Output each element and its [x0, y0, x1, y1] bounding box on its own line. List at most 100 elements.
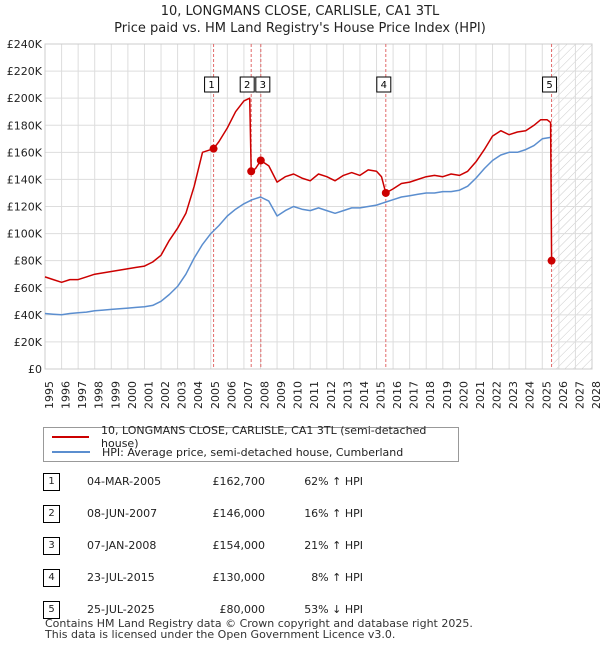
transaction-number: 5 [43, 601, 60, 619]
footer-copyright: Contains HM Land Registry data © Crown c… [45, 617, 473, 630]
x-tick-label: 2023 [507, 381, 520, 409]
x-tick-label: 2019 [441, 381, 454, 409]
transaction-date: 25-JUL-2025 [87, 603, 155, 616]
x-tick-label: 2006 [225, 381, 238, 409]
y-tick-label: £0 [28, 363, 42, 376]
transaction-hpi: 8% ↑ HPI [311, 571, 363, 584]
legend-item-hpi: HPI: Average price, semi-detached house,… [44, 445, 403, 459]
transaction-hpi: 16% ↑ HPI [304, 507, 363, 520]
x-tick-label: 1997 [76, 381, 89, 409]
transaction-price: £162,700 [212, 475, 266, 488]
x-tick-label: 2008 [258, 381, 271, 409]
x-tick-label: 2012 [325, 381, 338, 409]
y-tick-label: £120K [7, 201, 43, 214]
table-row: 2 08-JUN-2007 £146,000 16% ↑ HPI [43, 505, 463, 523]
x-tick-label: 2017 [408, 381, 421, 409]
y-tick-label: £40K [14, 309, 43, 322]
sale-label-box [542, 76, 558, 93]
y-tick-label: £240K [7, 38, 43, 51]
sale-label-box [239, 76, 255, 93]
transaction-hpi: 21% ↑ HPI [304, 539, 363, 552]
y-tick-label: £180K [7, 119, 43, 132]
table-row: 1 04-MAR-2005 £162,700 62% ↑ HPI [43, 473, 463, 491]
transaction-date: 08-JUN-2007 [87, 507, 158, 520]
transaction-number: 1 [43, 473, 60, 491]
sale-label-box [204, 76, 220, 93]
table-row: 3 07-JAN-2008 £154,000 21% ↑ HPI [43, 537, 463, 555]
transaction-date: 23-JUL-2015 [87, 571, 155, 584]
transaction-price: £146,000 [212, 507, 266, 520]
transaction-hpi: 53% ↓ HPI [304, 603, 363, 616]
y-tick-label: £100K [7, 228, 43, 241]
legend: 10, LONGMANS CLOSE, CARLISLE, CA1 3TL (s… [43, 424, 459, 462]
table-row: 4 23-JUL-2015 £130,000 8% ↑ HPI [43, 569, 463, 587]
sale-label-box [255, 76, 271, 93]
x-tick-label: 1998 [93, 381, 106, 409]
x-tick-label: 1995 [43, 381, 56, 409]
table-row: 5 25-JUL-2025 £80,000 53% ↓ HPI [43, 601, 463, 619]
y-tick-label: £20K [14, 336, 43, 349]
x-tick-label: 2007 [242, 381, 255, 409]
x-tick-label: 2010 [292, 381, 305, 409]
x-tick-label: 2004 [192, 381, 205, 409]
x-tick-label: 2005 [209, 381, 222, 409]
x-tick-label: 2028 [590, 381, 600, 409]
chart-subtitle: Price paid vs. HM Land Registry's House … [114, 21, 486, 36]
legend-price-label: 10, LONGMANS CLOSE, CARLISLE, CA1 3TL (s… [101, 424, 427, 450]
price-chart: £0 £20K £40K £60K £80K £100K £120K £140K £160K £1… [7, 38, 600, 409]
transaction-price: £130,000 [212, 571, 266, 584]
y-tick-label: £80K [14, 255, 43, 268]
x-tick-label: 2025 [540, 381, 553, 409]
y-tick-label: £200K [7, 92, 43, 105]
transaction-price: £154,000 [212, 539, 266, 552]
sale-point [547, 256, 556, 265]
sale-label-number: 2 [244, 80, 250, 91]
transaction-price: £80,000 [219, 603, 266, 616]
x-tick-label: 1996 [60, 381, 73, 409]
x-tick-label: 2013 [341, 381, 354, 409]
x-tick-label: 2015 [375, 381, 388, 409]
sale-label-box [376, 76, 392, 93]
sale-label-number: 5 [546, 80, 552, 91]
transaction-number: 4 [43, 569, 60, 587]
x-tick-label: 2011 [308, 381, 321, 409]
x-tick-label: 2009 [275, 381, 288, 409]
sale-label-number: 4 [381, 80, 387, 91]
plot-frame [44, 43, 593, 370]
footer: Contains HM Land Registry data © Crown c… [45, 618, 473, 640]
legend-price-swatch [52, 436, 90, 438]
x-tick-label: 2002 [159, 381, 172, 409]
legend-item-price: 10, LONGMANS CLOSE, CARLISLE, CA1 3TL (s… [44, 424, 458, 450]
footer-licence: This data is licensed under the Open Gov… [45, 628, 396, 641]
y-tick-label: £160K [7, 146, 43, 159]
sale-point [209, 144, 218, 153]
sale-point [256, 156, 265, 165]
sale-point [381, 188, 390, 197]
transaction-number: 2 [43, 505, 60, 523]
x-tick-label: 2003 [176, 381, 189, 409]
x-tick-label: 2001 [142, 381, 155, 409]
hpi-line [44, 136, 551, 316]
x-tick-label: 2016 [391, 381, 404, 409]
sale-label-number: 1 [208, 80, 214, 91]
x-tick-label: 2024 [524, 381, 537, 409]
x-tick-label: 2014 [358, 381, 371, 409]
x-tick-label: 2000 [126, 381, 139, 409]
x-tick-label: 2027 [573, 381, 586, 409]
y-tick-label: £60K [14, 282, 43, 295]
price-line [44, 97, 553, 284]
x-tick-label: 1999 [109, 381, 122, 409]
transaction-date: 07-JAN-2008 [87, 539, 157, 552]
x-tick-label: 2022 [491, 381, 504, 409]
x-tick-label: 2026 [557, 381, 570, 409]
y-tick-label: £140K [7, 173, 43, 186]
x-tick-label: 2020 [457, 381, 470, 409]
transaction-date: 04-MAR-2005 [87, 475, 162, 488]
sale-point [247, 167, 256, 176]
sale-label-number: 3 [260, 80, 266, 91]
x-tick-label: 2021 [474, 381, 487, 409]
x-tick-label: 2018 [424, 381, 437, 409]
y-tick-label: £220K [7, 65, 43, 78]
transaction-number: 3 [43, 537, 60, 555]
legend-hpi-swatch [52, 451, 90, 453]
